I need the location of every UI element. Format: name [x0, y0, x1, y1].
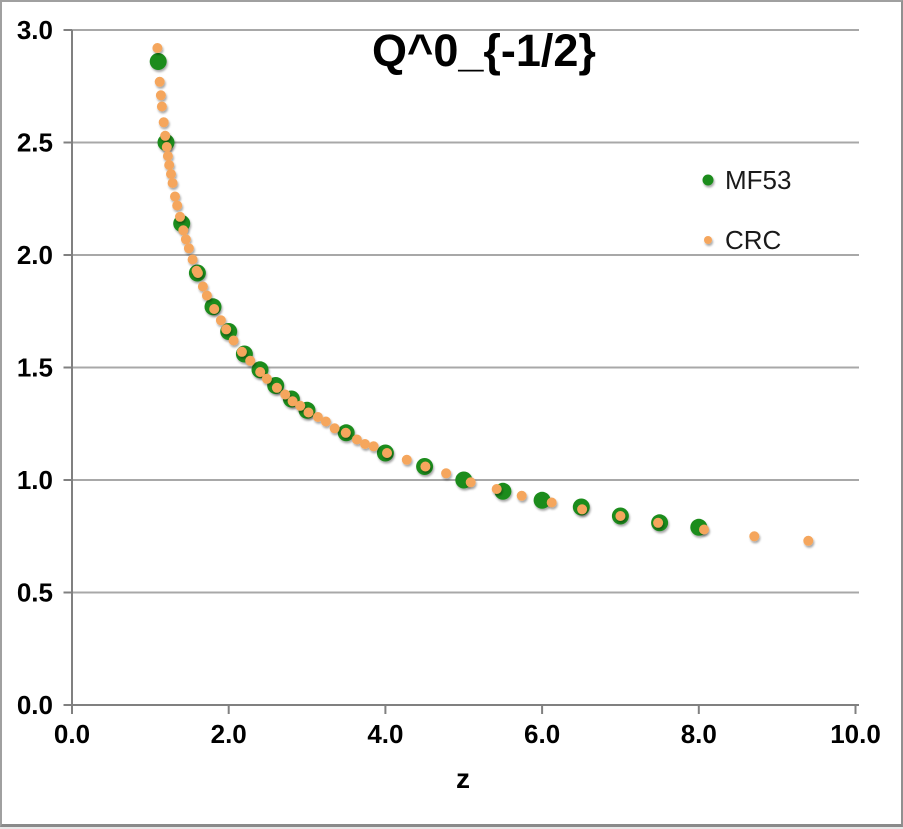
data-point-crc	[577, 504, 588, 515]
chart-title: Q^0_{-1/2}	[372, 25, 596, 76]
legend-marker-crc-icon	[704, 236, 712, 244]
data-point-crc	[192, 268, 203, 278]
data-point-crc	[295, 400, 306, 411]
data-point-crc	[351, 434, 362, 445]
data-point-crc	[175, 211, 185, 222]
y-tick-label: 0.0	[17, 690, 53, 720]
data-point-crc	[312, 412, 323, 422]
data-point-crc	[653, 517, 664, 528]
data-point-crc	[178, 225, 189, 236]
data-point-crc	[197, 281, 208, 292]
data-point-crc	[158, 117, 169, 128]
legend-label-mf53: MF53	[725, 165, 791, 195]
data-point-crc	[271, 382, 282, 393]
x-tick-label: 2.0	[211, 719, 247, 749]
data-point-crc	[215, 315, 226, 326]
data-point-mf53	[149, 53, 167, 70]
y-tick-label: 0.5	[17, 578, 53, 608]
data-point-crc	[699, 524, 709, 535]
data-point-crc	[228, 335, 239, 346]
data-point-crc	[441, 468, 452, 479]
data-point-crc	[156, 101, 167, 112]
data-point-crc	[401, 454, 412, 465]
y-tick-label: 2.0	[17, 240, 53, 270]
y-tick-label: 3.0	[17, 15, 53, 45]
data-point-crc	[201, 290, 212, 301]
data-point-crc	[329, 423, 340, 434]
x-tick-label: 8.0	[681, 719, 717, 749]
series-crc	[152, 43, 814, 546]
data-point-crc	[360, 439, 370, 449]
data-point-crc	[749, 531, 760, 542]
axes	[63, 29, 859, 714]
data-point-crc	[803, 535, 814, 546]
data-point-crc	[368, 441, 379, 452]
data-point-crc	[183, 243, 194, 254]
data-point-crc	[164, 160, 175, 170]
data-point-crc	[280, 389, 291, 400]
x-axis-label: z	[456, 763, 470, 794]
x-tick-label: 6.0	[524, 719, 560, 749]
y-tick-label: 1.0	[17, 465, 53, 495]
data-point-crc	[261, 373, 272, 384]
data-point-crc	[209, 304, 220, 314]
data-point-crc	[154, 76, 165, 87]
data-point-crc	[465, 477, 476, 488]
legend: MF53 CRC	[702, 165, 791, 255]
data-point-crc	[245, 355, 256, 366]
x-tick-labels: 0.0 2.0 4.0 6.0 8.0 10.0	[54, 719, 881, 749]
data-point-crc	[172, 200, 183, 211]
data-point-crc	[255, 367, 266, 377]
data-point-crc	[320, 416, 331, 427]
data-point-crc	[161, 142, 172, 152]
y-tick-label: 2.5	[17, 128, 53, 158]
data-point-crc	[221, 324, 232, 335]
data-point-crc	[491, 484, 502, 494]
data-point-crc	[166, 169, 176, 179]
legend-marker-mf53-icon	[702, 174, 714, 186]
data-point-crc	[382, 448, 392, 458]
data-point-mf53	[533, 491, 551, 509]
x-tick-label: 4.0	[367, 719, 403, 749]
y-tick-label: 1.5	[17, 353, 53, 383]
data-point-crc	[287, 396, 298, 407]
y-tick-labels: 0.0 0.5 1.0 1.5 2.0 2.5 3.0	[17, 15, 53, 720]
data-point-crc	[155, 90, 166, 101]
data-point-crc	[303, 407, 314, 418]
data-point-crc	[160, 130, 171, 141]
data-point-crc	[516, 490, 527, 501]
data-point-crc	[236, 346, 247, 357]
data-point-crc	[615, 511, 626, 521]
data-point-crc	[340, 427, 351, 438]
data-point-crc	[420, 461, 431, 472]
gridlines	[71, 29, 859, 594]
legend-label-crc: CRC	[725, 225, 781, 255]
data-point-crc	[170, 191, 180, 202]
data-point-crc	[546, 497, 557, 508]
x-tick-label: 10.0	[830, 719, 881, 749]
data-point-crc	[162, 151, 173, 161]
data-point-crc	[152, 43, 163, 53]
x-tick-label: 0.0	[54, 719, 90, 749]
data-point-crc	[167, 178, 178, 188]
data-point-crc	[187, 254, 198, 265]
data-point-crc	[180, 234, 191, 245]
